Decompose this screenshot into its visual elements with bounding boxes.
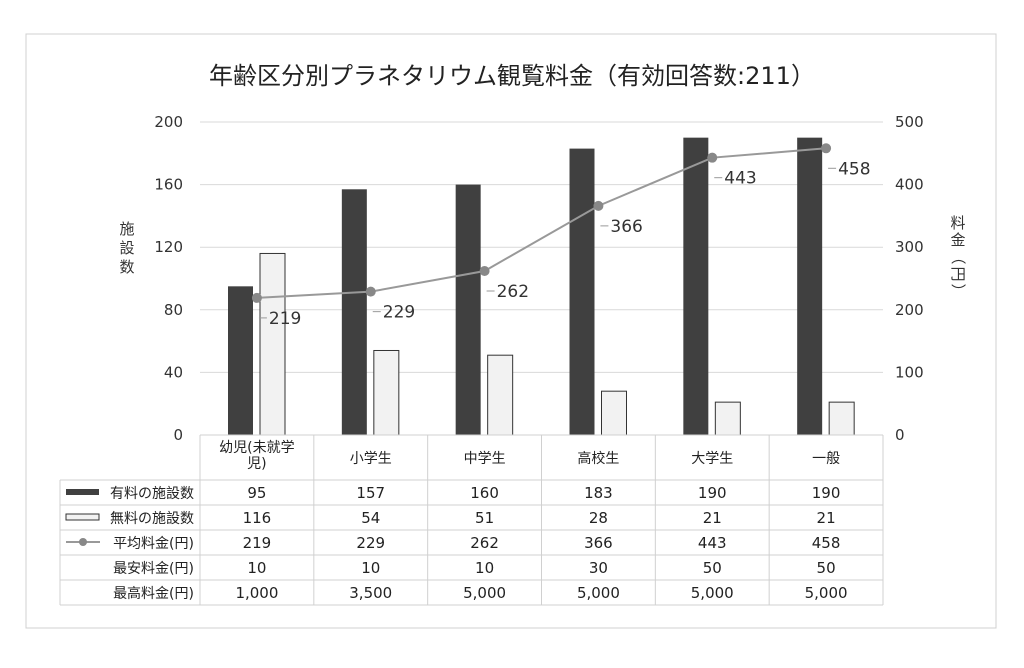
table-cell: 366	[584, 534, 613, 552]
table-cell: 10	[247, 559, 266, 577]
bar-free	[601, 390, 627, 436]
category-label: 中学生	[464, 451, 506, 467]
bar-free	[259, 252, 286, 436]
table-cell: 190	[698, 484, 727, 502]
category-label: 小学生	[350, 451, 392, 467]
data-label-avg-price: 229	[383, 303, 415, 323]
bar-paid	[797, 137, 823, 435]
y-axis-label: 設	[119, 239, 134, 257]
data-label-avg-price: 262	[497, 282, 529, 302]
y-right-axis-label: （	[949, 249, 967, 264]
bar-paid	[683, 137, 709, 435]
table-cell: 183	[584, 484, 613, 502]
point-avg-price	[365, 286, 376, 297]
point-avg-price	[251, 292, 262, 303]
y-axis-label: 数	[119, 258, 134, 276]
table-cell: 219	[243, 534, 272, 552]
y-right-tick-label: 0	[895, 426, 905, 444]
table-cell: 443	[698, 534, 727, 552]
category-label: 幼児(未就学	[219, 440, 294, 456]
y-tick-label: 0	[173, 426, 183, 444]
point-avg-price	[707, 152, 718, 163]
table-cell: 50	[703, 559, 722, 577]
data-label-avg-price: 219	[269, 309, 301, 329]
y-right-tick-label: 300	[895, 238, 924, 256]
bar-free	[373, 349, 400, 436]
line-avg-price	[256, 147, 827, 299]
table-cell: 1,000	[235, 584, 278, 602]
legend-dark-bar-icon	[66, 489, 99, 495]
table-cell: 30	[589, 559, 608, 577]
table-cell: 51	[475, 509, 494, 527]
table-cell: 21	[703, 509, 722, 527]
table-row-label: 最安料金(円)	[113, 561, 194, 577]
table-row-label: 有料の施設数	[110, 486, 194, 502]
table-cell: 10	[475, 559, 494, 577]
table-cell: 50	[817, 559, 836, 577]
bar-paid	[341, 189, 367, 435]
table-cell: 157	[356, 484, 385, 502]
legend-light-bar-icon	[65, 513, 100, 521]
category-label: 高校生	[577, 450, 619, 467]
point-avg-price	[593, 200, 604, 211]
table-cell: 5,000	[691, 584, 734, 602]
table-row-label: 平均料金(円)	[113, 536, 194, 552]
y-tick-label: 200	[154, 113, 183, 131]
category-label: 児)	[247, 456, 266, 472]
data-label-avg-price: 443	[724, 169, 756, 189]
table-cell: 5,000	[463, 584, 506, 602]
bar-paid	[228, 286, 253, 435]
data-label-avg-price: 458	[838, 159, 870, 179]
y-tick-label: 80	[164, 301, 183, 319]
bar-free	[714, 401, 741, 436]
category-label: 一般	[812, 451, 840, 467]
y-right-tick-label: 200	[895, 301, 924, 319]
y-tick-label: 160	[154, 176, 183, 194]
table-cell: 28	[589, 509, 608, 527]
table-cell: 21	[817, 509, 836, 527]
table-row-label: 無料の施設数	[110, 511, 194, 527]
table-cell: 160	[470, 484, 499, 502]
table-cell: 262	[470, 534, 499, 552]
data-label-avg-price: 366	[610, 217, 642, 237]
bar-paid	[455, 184, 481, 435]
y-right-tick-label: 400	[895, 176, 924, 194]
table-cell: 95	[247, 484, 266, 502]
y-right-axis-label: 円	[949, 266, 967, 281]
table-cell: 10	[361, 559, 380, 577]
y-right-axis-label: ）	[949, 283, 967, 298]
chart-title: 年齢区分別プラネタリウム観覧料金（有効回答数:211）	[209, 62, 815, 90]
point-avg-price	[479, 265, 490, 276]
table-cell: 190	[812, 484, 841, 502]
y-right-axis-label: 料	[950, 214, 965, 232]
chart-border	[25, 33, 997, 629]
bar-paid	[569, 148, 595, 436]
table-cell: 5,000	[577, 584, 620, 602]
table-row-label: 最高料金(円)	[113, 585, 194, 602]
point-avg-price	[821, 143, 832, 154]
table-cell: 116	[243, 509, 272, 527]
table-cell: 458	[812, 534, 841, 552]
category-label: 大学生	[691, 451, 733, 467]
y-right-tick-label: 500	[895, 113, 924, 131]
table-cell: 54	[361, 509, 380, 527]
table-cell: 3,500	[349, 584, 392, 602]
y-right-axis-label: 金	[950, 231, 965, 249]
y-right-tick-label: 100	[895, 363, 924, 381]
bar-free	[487, 354, 514, 436]
legend-point-icon	[79, 538, 87, 546]
table-cell: 5,000	[805, 584, 848, 602]
table-cell: 229	[356, 534, 385, 552]
y-tick-label: 120	[154, 238, 183, 256]
y-tick-label: 40	[164, 363, 183, 381]
bar-free	[828, 401, 855, 436]
y-axis-label: 施	[119, 220, 134, 238]
